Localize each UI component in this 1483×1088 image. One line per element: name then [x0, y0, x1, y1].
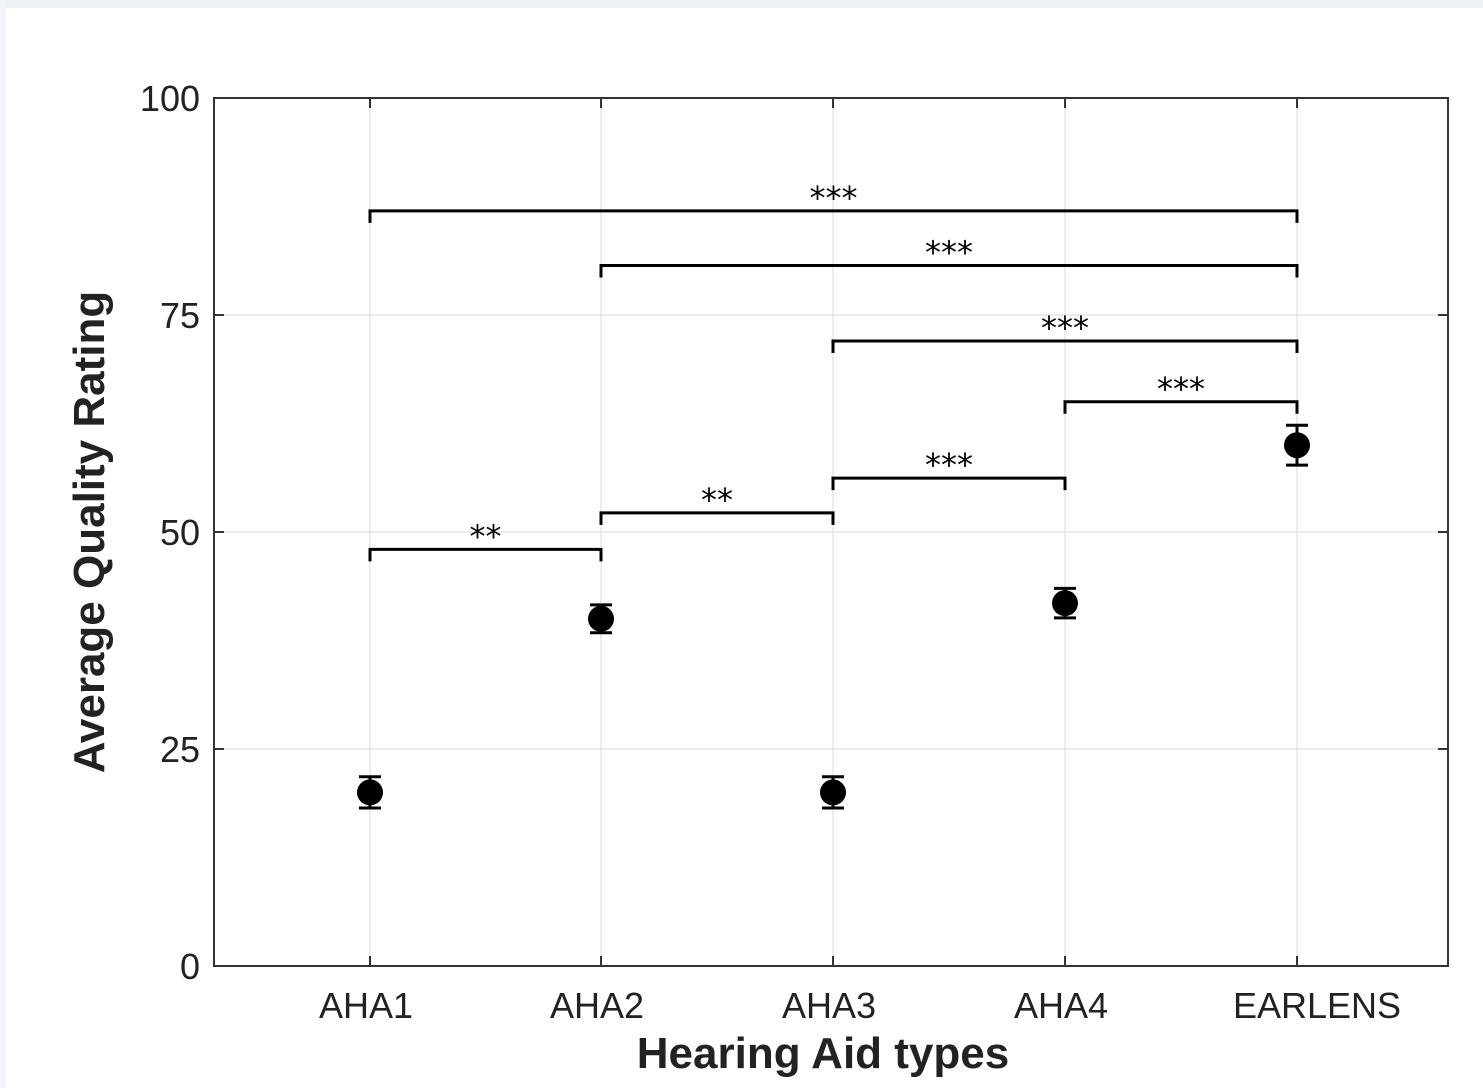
marker	[357, 779, 383, 806]
x-tick-label: AHA1	[319, 985, 413, 1026]
axis-ticks	[214, 97, 1448, 967]
bracket-line	[1063, 400, 1299, 414]
x-axis-title: Hearing Aid types	[637, 1029, 1009, 1078]
y-axis-title: Average Quality Rating	[65, 291, 114, 774]
significance-label: **	[701, 481, 733, 519]
significance-bracket: **	[368, 517, 603, 562]
significance-label: ***	[810, 179, 858, 217]
bracket-line	[831, 476, 1067, 491]
y-tick-label: 75	[160, 295, 200, 336]
y-tick-label: 25	[160, 729, 200, 770]
significance-brackets: *******************	[368, 179, 1299, 562]
significance-label: ***	[1041, 309, 1089, 347]
data-points	[357, 423, 1310, 810]
y-tick-label: 50	[160, 512, 200, 553]
significance-bracket: ***	[831, 446, 1067, 491]
data-point	[588, 603, 614, 635]
bracket-line	[599, 264, 1299, 278]
significance-label: **	[470, 517, 502, 555]
window-left-border	[0, 0, 6, 1088]
grid-lines	[214, 98, 1448, 966]
significance-label: ***	[925, 234, 973, 272]
x-tick-labels: AHA1 AHA2 AHA3 AHA4 EARLENS	[319, 985, 1401, 1026]
bracket-line	[831, 339, 1299, 354]
x-tick-label: AHA4	[1014, 985, 1108, 1026]
bracket-line	[599, 511, 835, 525]
significance-label: ***	[1157, 370, 1205, 408]
significance-bracket: ***	[599, 234, 1299, 278]
significance-bracket: ***	[368, 179, 1299, 223]
x-tick-label: AHA3	[782, 985, 876, 1026]
bracket-line	[368, 547, 603, 562]
data-point	[1284, 423, 1310, 467]
window-top-border	[0, 0, 1483, 8]
data-point	[820, 775, 846, 810]
bracket-line	[368, 209, 1299, 223]
data-point	[357, 775, 383, 810]
data-point	[1052, 586, 1078, 620]
significance-bracket: ***	[1063, 370, 1299, 414]
significance-label: ***	[925, 446, 973, 484]
significance-bracket: ***	[831, 309, 1299, 354]
marker	[588, 605, 614, 632]
y-tick-label: 100	[140, 78, 200, 119]
significance-bracket: **	[599, 481, 835, 525]
x-tick-label: EARLENS	[1233, 985, 1401, 1026]
y-tick-labels: 0 25 50 75 100	[140, 78, 200, 987]
marker	[1284, 432, 1310, 459]
x-tick-label: AHA2	[550, 985, 644, 1026]
marker	[820, 779, 846, 806]
y-tick-label: 0	[180, 946, 200, 987]
marker	[1052, 590, 1078, 617]
